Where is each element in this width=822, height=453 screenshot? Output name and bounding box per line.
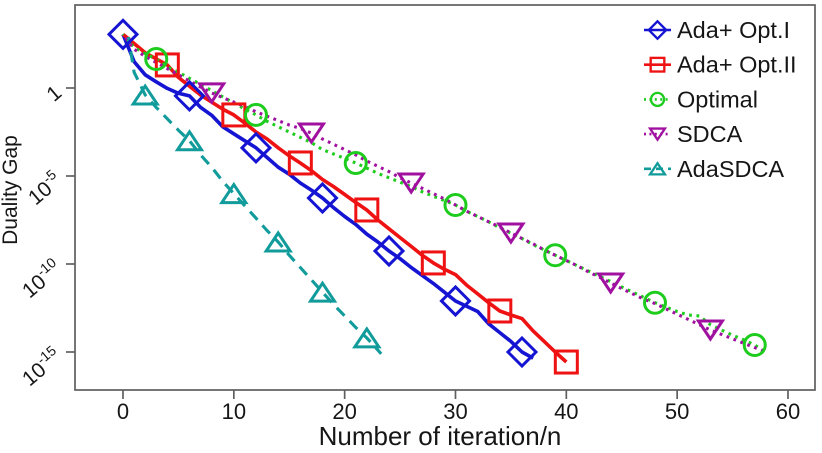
- triangle-up-marker: [647, 161, 668, 176]
- x-tick-label: 20: [332, 399, 356, 424]
- diamond-marker: [173, 79, 206, 113]
- legend-label: Optimal: [677, 86, 758, 112]
- square-marker: [487, 298, 513, 324]
- y-axis: 1 10-5 10-10 10-15 Duality Gap: [0, 81, 75, 391]
- x-axis: 0 10 20 30 40 50 60 Number of iteration/n: [117, 390, 800, 451]
- x-tick-label: 10: [222, 399, 246, 424]
- circle-marker: [343, 150, 368, 175]
- legend-item-sdca: SDCA: [644, 121, 743, 147]
- triangle-up-marker: [307, 280, 338, 303]
- circle-marker: [443, 193, 468, 218]
- circle-marker: [649, 91, 666, 108]
- y-tick-label: 10-5: [21, 166, 66, 210]
- x-tick-label: 60: [776, 399, 800, 424]
- triangle-down-marker: [396, 172, 426, 195]
- triangle-up-marker: [174, 129, 205, 152]
- diamond-marker: [239, 131, 273, 164]
- circle-marker: [144, 46, 169, 71]
- circle-marker: [243, 102, 268, 127]
- legend: Ada+ Opt.I Ada+ Opt.II Optimal SDCA AdaSDCA: [644, 17, 797, 182]
- diamond-marker: [372, 234, 406, 268]
- diamond-marker: [439, 284, 472, 318]
- circle-marker: [642, 290, 667, 315]
- legend-item-ada-opt-ii: Ada+ Opt.II: [644, 52, 797, 78]
- triangle-down-marker: [695, 319, 726, 342]
- triangle-down-marker: [296, 122, 327, 145]
- series-line-adasdca: [126, 36, 383, 355]
- legend-item-adasdca: AdaSDCA: [644, 156, 784, 182]
- circle-marker: [543, 243, 568, 268]
- diamond-marker: [505, 335, 539, 369]
- x-tick-label: 30: [443, 399, 467, 424]
- square-marker: [354, 197, 380, 223]
- triangle-down-marker: [496, 222, 526, 245]
- diamond-marker: [306, 181, 339, 215]
- legend-item-optimal: Optimal: [644, 86, 758, 112]
- legend-label: SDCA: [677, 121, 743, 147]
- series-markers-ada-opt-i: [106, 18, 539, 369]
- x-axis-label: Number of iteration/n: [319, 421, 562, 451]
- triangle-down-marker: [196, 82, 227, 105]
- diamond-marker: [647, 19, 668, 41]
- triangle-down-marker: [595, 272, 626, 295]
- triangle-up-marker: [352, 326, 382, 349]
- x-tick-label: 0: [117, 399, 129, 424]
- square-marker: [154, 52, 180, 78]
- square-marker: [287, 150, 313, 176]
- triangle-up-marker: [263, 230, 293, 253]
- series-markers-sdca: [196, 82, 726, 342]
- diamond-marker: [106, 18, 140, 51]
- series-markers-optimal: [144, 46, 767, 357]
- circle-marker: [742, 332, 767, 357]
- legend-label: Ada+ Opt.II: [677, 52, 797, 78]
- triangle-up-marker: [130, 83, 160, 106]
- y-tick-label: 10-10: [15, 254, 66, 303]
- y-tick-label: 1: [42, 81, 66, 106]
- y-axis-label: Duality Gap: [0, 135, 22, 245]
- legend-label: AdaSDCA: [677, 156, 784, 182]
- x-tick-label: 50: [665, 399, 689, 424]
- series-markers-adasdca: [130, 83, 382, 349]
- plot-border: [74, 4, 816, 391]
- triangle-down-marker: [647, 127, 668, 142]
- square-marker: [553, 349, 579, 375]
- legend-label: Ada+ Opt.I: [677, 17, 790, 43]
- square-marker: [649, 56, 666, 73]
- series-markers-ada-opt-ii: [154, 52, 579, 375]
- triangle-up-marker: [219, 181, 249, 205]
- square-marker: [420, 250, 446, 276]
- x-tick-label: 40: [554, 399, 578, 424]
- y-tick-label: 10-15: [15, 342, 66, 391]
- legend-item-ada-opt-i: Ada+ Opt.I: [644, 17, 790, 43]
